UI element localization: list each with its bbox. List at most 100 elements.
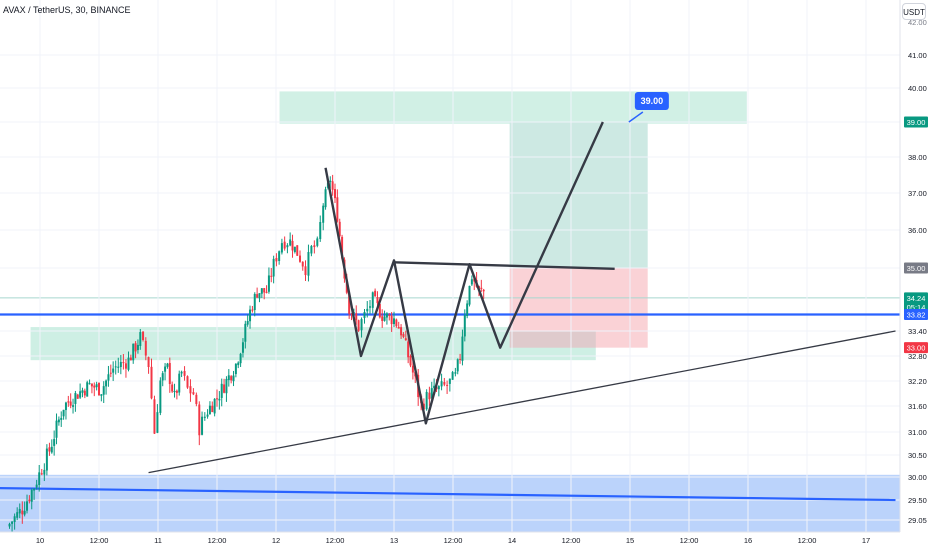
candle-body xyxy=(122,362,125,364)
price-tick-label: 37.00 xyxy=(908,189,927,198)
candle-body xyxy=(270,275,273,277)
price-badge-label: 35.00 xyxy=(907,264,926,273)
candle-body xyxy=(298,255,301,262)
candle-body xyxy=(192,392,195,395)
candle-body xyxy=(114,366,117,368)
candle-body xyxy=(350,313,353,315)
candle-body xyxy=(50,446,53,453)
candle-body xyxy=(173,391,176,393)
candle-body xyxy=(119,361,122,368)
candle-body xyxy=(272,258,275,277)
time-tick-label: 12:00 xyxy=(208,536,227,545)
candle-body xyxy=(189,386,192,394)
ascending-trend-line xyxy=(148,330,896,474)
candle-body xyxy=(134,343,137,352)
candle-body xyxy=(234,363,237,375)
candle-body xyxy=(307,252,310,276)
candle-body xyxy=(378,304,381,318)
candle-body xyxy=(198,404,201,436)
price-tick-label: 42.00 xyxy=(908,18,927,27)
currency-button[interactable]: USDT xyxy=(902,3,926,20)
callout-pointer xyxy=(628,111,644,123)
time-tick-label: 14 xyxy=(508,536,516,545)
price-tick-label: 32.20 xyxy=(908,377,927,386)
candle-body xyxy=(296,245,299,256)
price-tick-label: 40.00 xyxy=(908,84,927,93)
candle-body xyxy=(409,355,412,366)
neckline xyxy=(393,261,615,270)
candle-body xyxy=(26,501,29,511)
candle-body xyxy=(109,372,112,374)
symbol-title: AVAX / TetherUS, 30, BINANCE xyxy=(3,5,131,15)
candle-body xyxy=(180,371,183,374)
price-axis[interactable]: 42.00 41.00 40.00 39.00 38.00 37.00 36.00 35.00… xyxy=(899,0,932,550)
candle-body xyxy=(390,315,393,325)
time-tick-label: 13 xyxy=(390,536,398,545)
candle-body xyxy=(280,243,283,253)
candle-body xyxy=(147,357,150,368)
candle-body xyxy=(195,394,198,405)
candle-body xyxy=(76,394,79,399)
candle-body xyxy=(150,366,153,399)
candle-body xyxy=(331,181,334,190)
candle-body xyxy=(425,391,428,410)
candle-body xyxy=(246,321,249,325)
price-badge-label: 39.00 xyxy=(907,118,926,127)
entry-zone xyxy=(509,331,596,348)
candle-body xyxy=(310,246,313,254)
candle-body xyxy=(385,313,388,318)
candle-body xyxy=(260,288,263,294)
price-badge xyxy=(904,342,928,354)
candle-body xyxy=(93,385,96,388)
candle-body xyxy=(428,392,431,400)
candle-body xyxy=(16,512,19,518)
price-badge-label: 33.00 xyxy=(907,344,926,353)
candle-body xyxy=(443,382,446,385)
candle-body xyxy=(322,205,325,223)
candle-body xyxy=(86,382,89,397)
candle-body xyxy=(98,382,100,396)
candle-body xyxy=(278,251,281,261)
time-axis[interactable]: 10 12:00 11 12:00 12 12:00 13 12:00 14 12:00 15 12:… xyxy=(0,531,932,550)
candle-body xyxy=(237,362,240,366)
candle-body xyxy=(67,401,70,403)
candle-body xyxy=(64,402,67,411)
candle-body xyxy=(244,323,247,342)
time-tick-label: 12:00 xyxy=(326,536,345,545)
candle-body xyxy=(374,290,377,297)
candle-body xyxy=(251,309,254,311)
candle-body xyxy=(463,315,466,337)
time-tick-label: 17 xyxy=(862,536,870,545)
price-tick-label: 31.60 xyxy=(908,402,927,411)
candle-body xyxy=(18,508,21,514)
candle-body xyxy=(72,405,75,407)
price-tick-label: 30.50 xyxy=(908,451,927,460)
candle-body xyxy=(357,320,360,331)
time-tick-label: 12:00 xyxy=(798,536,817,545)
candle-body xyxy=(437,386,440,390)
candle-body xyxy=(161,373,164,381)
price-tick-label: 36.00 xyxy=(908,226,927,235)
candle-body xyxy=(178,373,181,393)
candle-body xyxy=(301,261,304,267)
candle-body xyxy=(470,279,473,285)
candle-body xyxy=(440,381,443,387)
candle-body xyxy=(267,275,270,292)
candle-body xyxy=(171,384,174,392)
candle-body xyxy=(291,240,294,251)
time-tick-label: 11 xyxy=(154,536,162,545)
candle-body xyxy=(422,403,425,410)
profit-zone xyxy=(509,122,648,268)
candle-body xyxy=(57,419,60,423)
candle-body xyxy=(400,327,403,336)
candle-body xyxy=(348,293,351,314)
candle-body xyxy=(319,222,322,240)
price-axis-bg xyxy=(900,0,932,550)
time-tick-label: 12:00 xyxy=(90,536,109,545)
target-callout-label: 39.00 xyxy=(641,96,664,106)
candle-body xyxy=(62,409,65,417)
candle-body xyxy=(395,319,398,327)
candle-body xyxy=(286,245,289,248)
